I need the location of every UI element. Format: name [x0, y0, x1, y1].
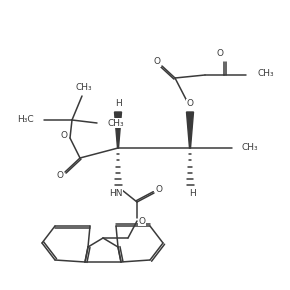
Text: H₃C: H₃C: [17, 115, 34, 124]
Polygon shape: [115, 112, 122, 148]
Text: O: O: [139, 217, 146, 226]
Text: O: O: [57, 171, 64, 180]
Text: CH₃: CH₃: [242, 144, 259, 153]
Text: O: O: [61, 131, 68, 140]
Text: O: O: [217, 50, 224, 59]
Text: HN: HN: [109, 188, 123, 197]
Text: O: O: [153, 57, 160, 66]
Text: H: H: [115, 99, 122, 108]
Text: CH₃: CH₃: [76, 84, 92, 93]
Text: O: O: [155, 184, 162, 193]
Polygon shape: [186, 112, 193, 148]
Text: H: H: [188, 188, 195, 197]
Text: CH₃: CH₃: [258, 70, 275, 79]
Text: CH₃: CH₃: [107, 119, 124, 128]
Text: O: O: [186, 99, 193, 108]
